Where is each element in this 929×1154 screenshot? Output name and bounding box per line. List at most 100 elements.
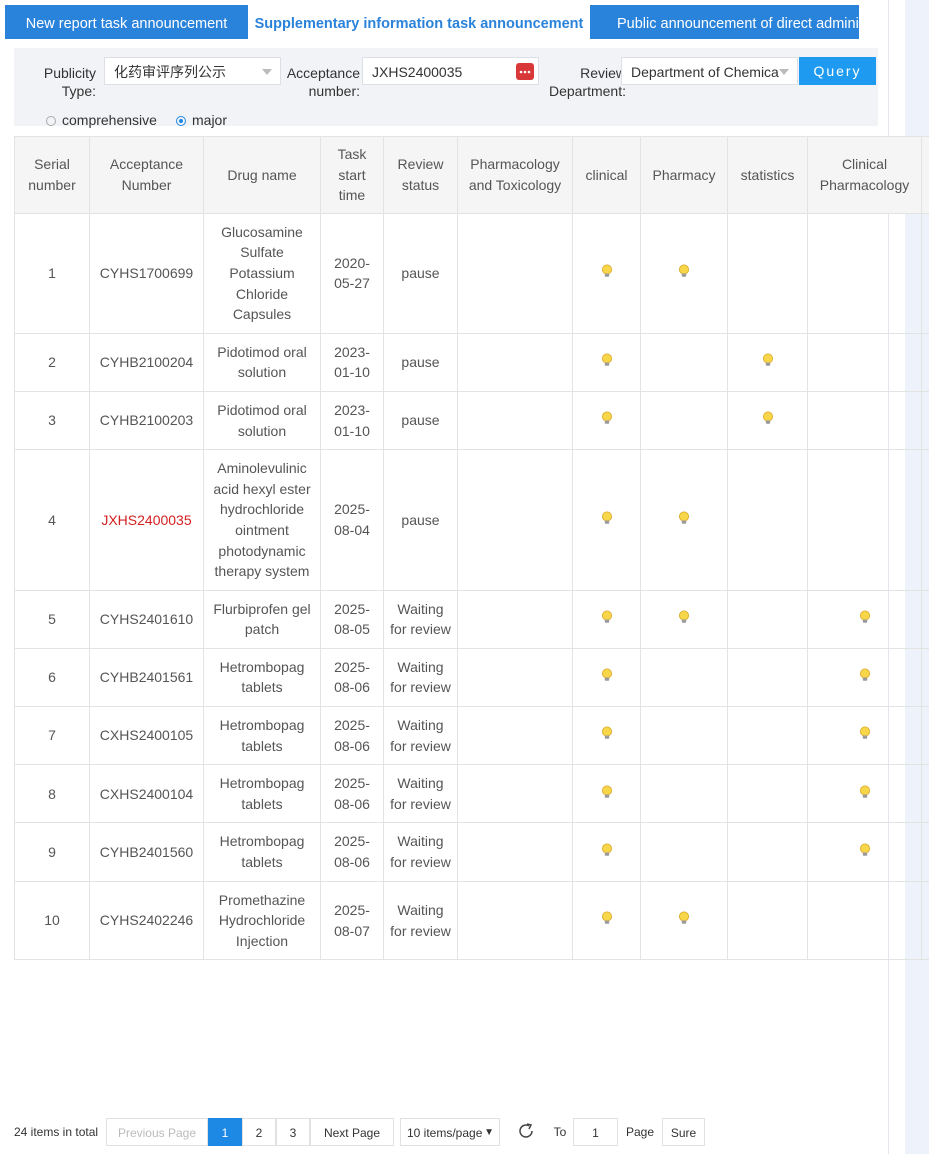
review-icon — [601, 511, 612, 524]
drug-name: Pidotimod oral solution — [203, 332, 321, 392]
review-status: Waiting for review — [383, 822, 458, 882]
review-icon — [859, 726, 870, 740]
review-icon — [859, 785, 870, 798]
page-button[interactable]: 3 — [276, 1118, 310, 1146]
drug-name: Pidotimod oral solution — [203, 390, 321, 451]
serial-number: 3 — [14, 390, 90, 451]
drug-name: Promethazine Hydrochloride Injection — [203, 880, 321, 961]
department-select[interactable]: Department of Chemica — [621, 57, 798, 85]
review-status: Waiting for review — [383, 764, 458, 824]
radio-option[interactable]: major — [176, 112, 227, 128]
extra-cell — [921, 449, 929, 591]
review-cell — [457, 449, 573, 591]
review-icon — [601, 911, 612, 924]
radio-label: major — [192, 112, 228, 128]
review-status: Waiting for review — [383, 589, 458, 649]
review-cell — [457, 332, 573, 392]
review-cell — [640, 332, 728, 392]
column-header: statistics — [727, 136, 808, 214]
review-icon — [601, 726, 612, 740]
review-status: Waiting for review — [383, 880, 458, 961]
table-row: 3 CYHB2100203 Pidotimod oral solution 2023-… — [14, 390, 929, 451]
input-value: JXHS2400035 — [372, 64, 463, 80]
review-icon — [679, 511, 689, 524]
review-icon — [679, 610, 689, 623]
extra-cell — [921, 589, 929, 649]
table-row: 7 CXHS2400105 Hetrombopag tablets 2025-08-0… — [14, 706, 929, 766]
extra-cell — [921, 647, 929, 708]
table-row: 10 CYHS2402246 Promethazine Hydrochloride … — [14, 880, 929, 961]
task-start-time: 2025-08-04 — [320, 449, 384, 591]
table-row: 9 CYHB2401560 Hetrombopag tablets 2025-08-0… — [14, 822, 929, 882]
review-cell — [727, 332, 808, 392]
column-header: Clinical Pharmacology — [807, 136, 922, 214]
radio-dot — [176, 116, 186, 126]
review-cell — [457, 390, 573, 451]
review-cell — [640, 589, 728, 649]
select-value: 化药审评序列公示 — [114, 64, 226, 80]
review-cell — [807, 332, 922, 392]
acceptance-number: CYHS1700699 — [89, 212, 204, 334]
serial-number: 1 — [14, 212, 90, 334]
radio-label: comprehensive — [62, 112, 157, 128]
table-row: 4 JXHS2400035 Aminolevulinic acid hexyl es… — [14, 449, 929, 591]
radio-dot — [46, 116, 56, 126]
page-size: 10 items/page — [407, 1126, 483, 1140]
acceptance-number: CXHS2400105 — [89, 706, 204, 766]
serial-number: 10 — [14, 880, 90, 961]
review-status: Waiting for review — [383, 706, 458, 766]
review-cell — [457, 706, 573, 766]
acceptance-number: CYHB2100204 — [89, 332, 204, 392]
review-cell — [727, 212, 808, 334]
review-cell — [640, 706, 728, 766]
tab[interactable]: Public announcement of direct administ — [617, 16, 859, 32]
sure-button[interactable]: Sure — [662, 1118, 705, 1146]
query-button[interactable]: Query — [799, 57, 876, 85]
radio-option[interactable]: comprehensive — [46, 112, 157, 128]
extra-cell — [921, 764, 929, 824]
review-icon — [601, 785, 612, 798]
tab[interactable]: New report task announcement — [25, 16, 228, 32]
review-cell — [457, 764, 573, 824]
page-button[interactable]: 2 — [242, 1118, 276, 1146]
page-button[interactable]: 1 — [208, 1118, 242, 1146]
review-cell — [572, 589, 641, 649]
column-header: Review status — [383, 136, 458, 214]
review-cell — [572, 390, 641, 451]
review-cell — [727, 764, 808, 824]
filter-label: Acceptance number: — [286, 65, 360, 99]
column-header: Drug name — [203, 136, 321, 214]
drug-name: Aminolevulinic acid hexyl ester hydrochl… — [203, 449, 321, 591]
extra-cell — [921, 212, 929, 334]
serial-number: 7 — [14, 706, 90, 766]
review-cell — [807, 764, 922, 824]
column-header: Task start time — [320, 136, 384, 214]
extra-cell — [921, 880, 929, 961]
table-row: 1 CYHS1700699 Glucosamine Sulfate Potassiu… — [14, 212, 929, 334]
table-row: 8 CXHS2400104 Hetrombopag tablets 2025-08-0… — [14, 764, 929, 824]
review-icon — [762, 411, 773, 424]
calendar-icon[interactable] — [516, 63, 534, 80]
tab-active[interactable]: Supplementary information task announcem… — [248, 5, 590, 39]
review-icon — [601, 264, 612, 277]
refresh-icon[interactable] — [517, 1122, 535, 1150]
page-size-select[interactable]: 10 items/page ▼ — [400, 1118, 500, 1146]
acceptance-input[interactable]: JXHS2400035 — [362, 57, 539, 85]
next-button[interactable]: Next Page — [310, 1118, 394, 1146]
acceptance-number: JXHS2400035 — [89, 449, 204, 591]
select-value: Department of Chemica — [631, 64, 779, 80]
filter-label: Review Department: — [548, 65, 626, 99]
goto-input[interactable]: 1 — [573, 1118, 618, 1146]
review-cell — [640, 880, 728, 961]
review-cell — [807, 706, 922, 766]
review-status: Waiting for review — [383, 647, 458, 708]
review-cell — [572, 212, 641, 334]
task-start-time: 2023-01-10 — [320, 332, 384, 392]
review-cell — [640, 764, 728, 824]
drug-name: Hetrombopag tablets — [203, 764, 321, 824]
publicity-select[interactable]: 化药审评序列公示 — [104, 57, 281, 85]
review-cell — [572, 647, 641, 708]
prev-button[interactable]: Previous Page — [106, 1118, 208, 1146]
total-count: 24 items in total — [14, 1125, 99, 1139]
